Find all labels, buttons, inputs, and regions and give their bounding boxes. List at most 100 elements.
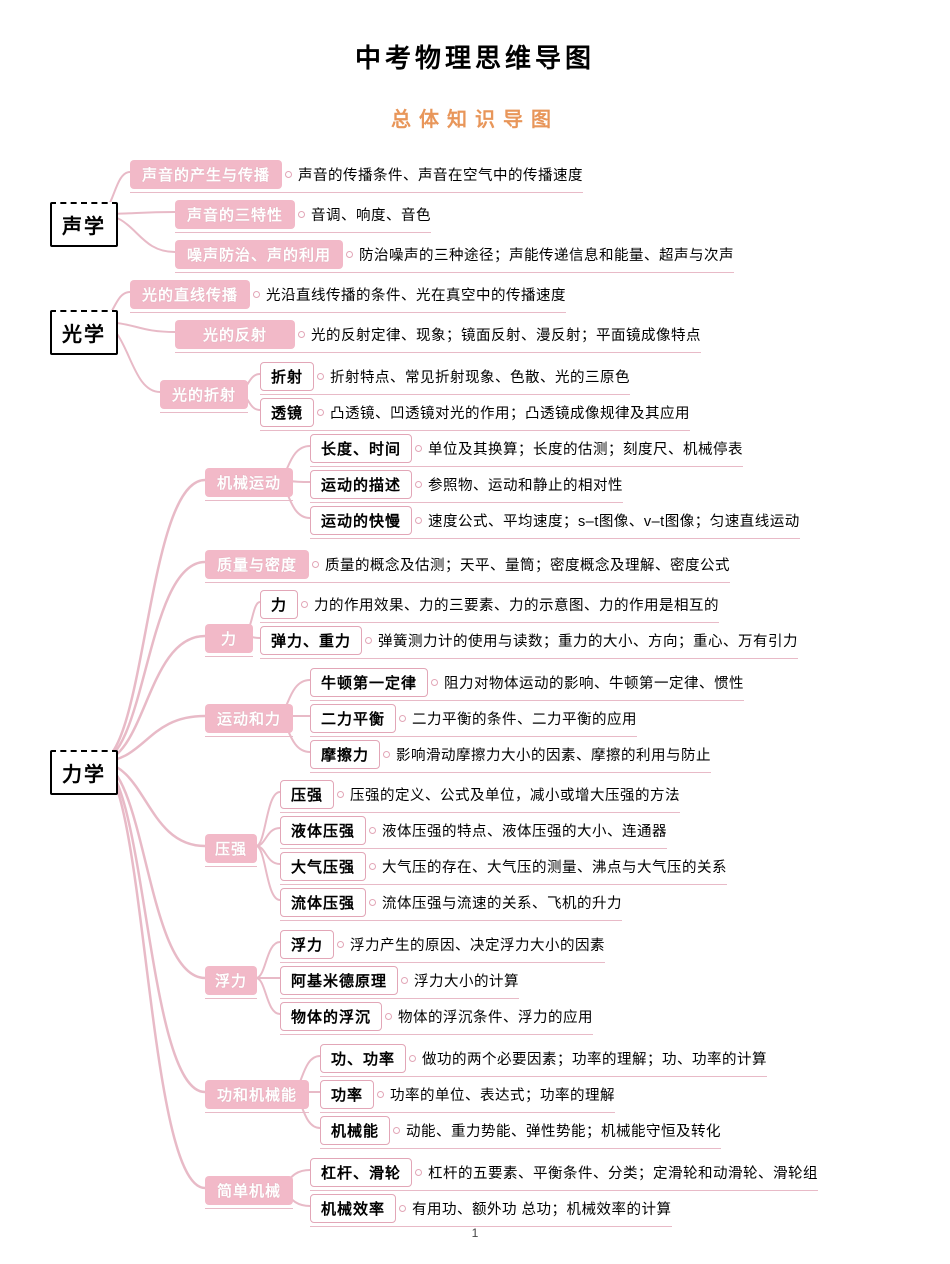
row-m1c: 运动的快慢速度公式、平均速度；s–t图像、v–t图像；匀速直线运动	[310, 506, 800, 539]
annotation-text: 弹簧测力计的使用与读数；重力的大小、方向；重心、万有引力	[378, 630, 798, 651]
row-m5d: 流体压强流体压强与流速的关系、飞机的升力	[280, 888, 622, 921]
connector-dot	[317, 373, 324, 380]
connector-dot	[415, 481, 422, 488]
white-node: 力	[260, 590, 298, 619]
annotation-text: 声音的传播条件、声音在空气中的传播速度	[298, 164, 583, 185]
connector-dot	[369, 863, 376, 870]
pink-node: 压强	[205, 834, 257, 863]
row-m7c: 机械能动能、重力势能、弹性势能；机械能守恒及转化	[320, 1116, 721, 1149]
connector-dot	[346, 251, 353, 258]
annotation-text: 二力平衡的条件、二力平衡的应用	[412, 708, 637, 729]
page-number: 1	[472, 1226, 479, 1240]
annotation-text: 力的作用效果、力的三要素、力的示意图、力的作用是相互的	[314, 594, 719, 615]
connector-dot	[369, 899, 376, 906]
annotation-text: 折射特点、常见折射现象、色散、光的三原色	[330, 366, 630, 387]
connector-dot	[337, 941, 344, 948]
row-l3a: 折射折射特点、常见折射现象、色散、光的三原色	[260, 362, 630, 395]
row-m5c: 大气压强大气压的存在、大气压的测量、沸点与大气压的关系	[280, 852, 727, 885]
row-m5g: 压强	[205, 834, 257, 867]
white-node: 牛顿第一定律	[310, 668, 428, 697]
annotation-text: 参照物、运动和静止的相对性	[428, 474, 623, 495]
connector-dot	[383, 751, 390, 758]
pink-node: 运动和力	[205, 704, 293, 733]
row-m3g: 力	[205, 624, 253, 657]
white-node: 阿基米德原理	[280, 966, 398, 995]
connector-dot	[409, 1055, 416, 1062]
connector-dot	[298, 331, 305, 338]
connector-dot	[298, 211, 305, 218]
white-node: 运动的描述	[310, 470, 412, 499]
annotation-text: 大气压的存在、大气压的测量、沸点与大气压的关系	[382, 856, 727, 877]
connector-dot	[317, 409, 324, 416]
connector-dot	[393, 1127, 400, 1134]
row-m4a: 牛顿第一定律阻力对物体运动的影响、牛顿第一定律、惯性	[310, 668, 744, 701]
annotation-text: 光沿直线传播的条件、光在真空中的传播速度	[266, 284, 566, 305]
row-m6a: 浮力浮力产生的原因、决定浮力大小的因素	[280, 930, 605, 963]
annotation-text: 防治噪声的三种途径；声能传递信息和能量、超声与次声	[359, 244, 734, 265]
white-node: 二力平衡	[310, 704, 396, 733]
white-node: 弹力、重力	[260, 626, 362, 655]
annotation-text: 影响滑动摩擦力大小的因素、摩擦的利用与防止	[396, 744, 711, 765]
row-m5b: 液体压强液体压强的特点、液体压强的大小、连通器	[280, 816, 667, 849]
connector-dot	[431, 679, 438, 686]
white-node: 运动的快慢	[310, 506, 412, 535]
white-node: 透镜	[260, 398, 314, 427]
annotation-text: 流体压强与流速的关系、飞机的升力	[382, 892, 622, 913]
row-m8b: 机械效率有用功、额外功 总功；机械效率的计算	[310, 1194, 672, 1227]
annotation-text: 做功的两个必要因素；功率的理解；功、功率的计算	[422, 1048, 767, 1069]
section-subtitle: 总体知识导图	[30, 103, 920, 132]
connector-dot	[285, 171, 292, 178]
white-node: 摩擦力	[310, 740, 380, 769]
pink-node: 机械运动	[205, 468, 293, 497]
annotation-text: 杠杆的五要素、平衡条件、分类；定滑轮和动滑轮、滑轮组	[428, 1162, 818, 1183]
row-l1: 光的直线传播光沿直线传播的条件、光在真空中的传播速度	[130, 280, 566, 313]
row-s2: 声音的三特性音调、响度、音色	[175, 200, 431, 233]
row-m1b: 运动的描述参照物、运动和静止的相对性	[310, 470, 623, 503]
annotation-text: 质量的概念及估测；天平、量筒；密度概念及理解、密度公式	[325, 554, 730, 575]
page-title: 中考物理思维导图	[30, 38, 920, 75]
connector-dot	[385, 1013, 392, 1020]
annotation-text: 音调、响度、音色	[311, 204, 431, 225]
white-node: 功率	[320, 1080, 374, 1109]
white-node: 物体的浮沉	[280, 1002, 382, 1031]
pink-node: 力	[205, 624, 253, 653]
row-m7g: 功和机械能	[205, 1080, 309, 1113]
annotation-text: 凸透镜、凹透镜对光的作用；凸透镜成像规律及其应用	[330, 402, 690, 423]
pink-node: 质量与密度	[205, 550, 309, 579]
row-l2: 光的反射光的反射定律、现象；镜面反射、漫反射；平面镜成像特点	[175, 320, 701, 353]
pink-node: 光的折射	[160, 380, 248, 409]
white-node: 杠杆、滑轮	[310, 1158, 412, 1187]
annotation-text: 液体压强的特点、液体压强的大小、连通器	[382, 820, 667, 841]
row-m1g: 机械运动	[205, 468, 293, 501]
annotation-text: 物体的浮沉条件、浮力的应用	[398, 1006, 593, 1027]
white-node: 折射	[260, 362, 314, 391]
root-r-light: 光学	[50, 310, 118, 355]
pink-node: 噪声防治、声的利用	[175, 240, 343, 269]
pink-node: 光的反射	[175, 320, 295, 349]
row-m4g: 运动和力	[205, 704, 293, 737]
mindmap-canvas: 声学光学力学声音的产生与传播声音的传播条件、声音在空气中的传播速度声音的三特性音…	[30, 160, 920, 1210]
white-node: 长度、时间	[310, 434, 412, 463]
connector-dot	[301, 601, 308, 608]
annotation-text: 有用功、额外功 总功；机械效率的计算	[412, 1198, 672, 1219]
row-m6c: 物体的浮沉物体的浮沉条件、浮力的应用	[280, 1002, 593, 1035]
white-node: 流体压强	[280, 888, 366, 917]
connector-dot	[337, 791, 344, 798]
row-m3b: 弹力、重力弹簧测力计的使用与读数；重力的大小、方向；重心、万有引力	[260, 626, 798, 659]
pink-node: 简单机械	[205, 1176, 293, 1205]
annotation-text: 动能、重力势能、弹性势能；机械能守恒及转化	[406, 1120, 721, 1141]
white-node: 功、功率	[320, 1044, 406, 1073]
row-m2: 质量与密度质量的概念及估测；天平、量筒；密度概念及理解、密度公式	[205, 550, 730, 583]
pink-node: 声音的三特性	[175, 200, 295, 229]
connector-dot	[415, 517, 422, 524]
white-node: 机械能	[320, 1116, 390, 1145]
white-node: 压强	[280, 780, 334, 809]
annotation-text: 浮力产生的原因、决定浮力大小的因素	[350, 934, 605, 955]
white-node: 机械效率	[310, 1194, 396, 1223]
row-m7b: 功率功率的单位、表达式；功率的理解	[320, 1080, 615, 1113]
pink-node: 光的直线传播	[130, 280, 250, 309]
row-m7a: 功、功率做功的两个必要因素；功率的理解；功、功率的计算	[320, 1044, 767, 1077]
row-l3g: 光的折射	[160, 380, 248, 413]
connector-dot	[399, 1205, 406, 1212]
connector-dot	[399, 715, 406, 722]
